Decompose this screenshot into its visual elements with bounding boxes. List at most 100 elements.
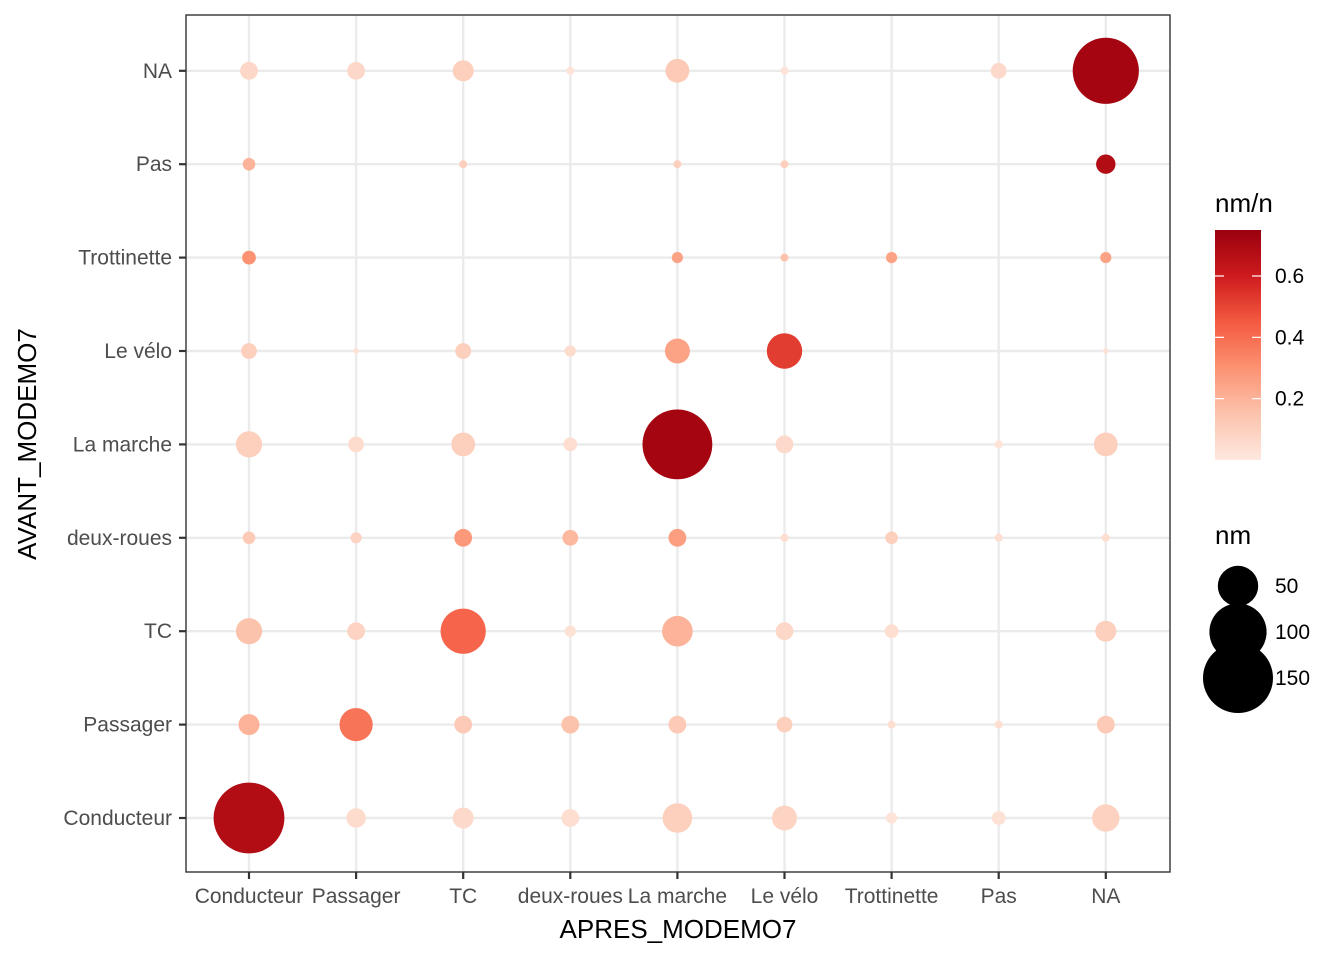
point-conducteur-to-trottinette	[886, 812, 898, 824]
x-tick-label-na: NA	[1091, 885, 1120, 908]
point-deux-roues-to-na	[1101, 533, 1110, 542]
point-la-marche-to-pas	[994, 440, 1003, 449]
point-le-velo-to-passager	[353, 348, 359, 354]
point-passager-to-na	[1096, 715, 1115, 734]
point-na-to-conducteur	[240, 61, 258, 80]
point-tc-to-tc	[440, 608, 486, 654]
point-pas-to-le-velo	[780, 160, 789, 169]
point-la-marche-to-conducteur	[235, 431, 263, 458]
point-pas-to-na	[1096, 154, 1116, 174]
point-le-velo-to-tc	[455, 343, 472, 359]
colorbar-label-0-4: 0.4	[1275, 326, 1305, 349]
colorbar-label-0-2: 0.2	[1275, 388, 1304, 411]
point-deux-roues-to-le-velo	[780, 533, 789, 542]
point-trottinette-to-conducteur	[242, 250, 256, 265]
point-passager-to-trottinette	[887, 720, 896, 729]
point-le-velo-to-le-velo	[766, 333, 803, 369]
color-legend: nm/n 0.2 0.4 0.6	[1215, 188, 1305, 460]
x-tick-label-tc: TC	[449, 885, 477, 908]
point-na-to-na	[1072, 37, 1139, 104]
point-trottinette-to-la-marche	[671, 252, 684, 264]
point-le-velo-to-deux-roues	[564, 345, 576, 357]
point-na-to-tc	[452, 60, 474, 82]
point-le-velo-to-na	[1103, 348, 1109, 354]
point-la-marche-to-passager	[348, 436, 364, 453]
point-conducteur-to-passager	[346, 808, 366, 828]
size-legend-title: nm	[1215, 520, 1251, 550]
x-axis-title: APRES_MODEMO7	[560, 914, 797, 944]
x-tick-label-le-velo: Le vélo	[751, 885, 819, 908]
point-tc-to-passager	[347, 622, 365, 641]
size-legend-label-150: 150	[1275, 667, 1310, 690]
point-conducteur-to-na	[1092, 804, 1120, 832]
point-la-marche-to-le-velo	[775, 435, 794, 454]
point-deux-roues-to-passager	[350, 532, 362, 544]
point-tc-to-deux-roues	[564, 625, 576, 637]
size-legend: nm 50 100 150	[1203, 520, 1310, 713]
colorbar-ticks: 0.2 0.4 0.6	[1215, 265, 1305, 411]
point-na-to-deux-roues	[566, 66, 575, 75]
size-legend-key-150	[1203, 643, 1273, 713]
data-points	[213, 37, 1139, 854]
y-tick-label-deux-roues: deux-roues	[67, 527, 172, 550]
point-le-velo-to-conducteur	[241, 343, 257, 359]
y-tick-label-conducteur: Conducteur	[63, 807, 172, 830]
point-deux-roues-to-la-marche	[668, 528, 687, 547]
color-legend-title: nm/n	[1215, 188, 1273, 218]
point-passager-to-la-marche	[668, 715, 687, 734]
x-tick-label-deux-roues: deux-roues	[518, 885, 623, 908]
point-deux-roues-to-deux-roues	[562, 529, 579, 546]
point-passager-to-le-velo	[776, 716, 793, 733]
point-pas-to-la-marche	[673, 160, 682, 169]
point-tc-to-na	[1095, 620, 1117, 642]
axes: Conducteur Passager TC deux-roues La marche L…	[63, 60, 1120, 908]
y-axis-title: AVANT_MODEMO7	[12, 328, 42, 560]
size-legend-label-100: 100	[1275, 621, 1310, 644]
x-tick-label-la-marche: La marche	[628, 885, 727, 908]
x-tick-label-passager: Passager	[312, 885, 401, 908]
point-conducteur-to-conducteur	[213, 782, 285, 854]
point-pas-to-conducteur	[242, 157, 256, 171]
y-tick-label-la-marche: La marche	[73, 433, 172, 456]
point-trottinette-to-na	[1100, 252, 1112, 264]
point-deux-roues-to-pas	[994, 533, 1003, 542]
size-legend-label-50: 50	[1275, 575, 1298, 598]
y-tick-label-trottinette: Trottinette	[78, 247, 172, 270]
colorbar	[1215, 230, 1261, 460]
point-pas-to-tc	[459, 160, 468, 169]
y-tick-label-passager: Passager	[83, 714, 172, 737]
point-conducteur-to-deux-roues	[561, 809, 580, 827]
point-passager-to-conducteur	[238, 714, 260, 736]
point-deux-roues-to-conducteur	[242, 531, 256, 545]
point-na-to-pas	[990, 62, 1007, 79]
point-na-to-la-marche	[665, 58, 690, 83]
point-tc-to-le-velo	[775, 622, 794, 641]
y-tick-label-tc: TC	[144, 620, 172, 643]
x-tick-label-conducteur: Conducteur	[195, 885, 304, 908]
point-la-marche-to-tc	[451, 432, 476, 457]
point-deux-roues-to-tc	[454, 528, 473, 547]
point-passager-to-tc	[454, 715, 473, 734]
point-passager-to-pas	[994, 720, 1003, 729]
colorbar-label-0-6: 0.6	[1275, 265, 1304, 288]
point-la-marche-to-la-marche	[642, 409, 713, 480]
point-tc-to-trottinette	[884, 624, 899, 639]
y-tick-label-pas: Pas	[136, 153, 172, 176]
size-legend-items: 50 100 150	[1203, 565, 1310, 713]
point-passager-to-passager	[339, 708, 373, 742]
point-trottinette-to-trottinette	[886, 252, 898, 264]
point-trottinette-to-le-velo	[780, 253, 789, 262]
x-tick-label-trottinette: Trottinette	[845, 885, 939, 908]
y-tick-label-le-velo: Le vélo	[104, 340, 172, 363]
point-tc-to-conducteur	[235, 618, 263, 645]
point-conducteur-to-pas	[991, 811, 1006, 825]
point-conducteur-to-le-velo	[772, 805, 797, 831]
size-legend-key-50	[1217, 565, 1259, 607]
point-la-marche-to-na	[1093, 432, 1118, 457]
y-tick-label-na: NA	[143, 60, 172, 83]
point-tc-to-la-marche	[662, 615, 693, 647]
x-tick-label-pas: Pas	[981, 885, 1017, 908]
point-deux-roues-to-trottinette	[885, 531, 898, 545]
point-le-velo-to-la-marche	[664, 338, 690, 364]
